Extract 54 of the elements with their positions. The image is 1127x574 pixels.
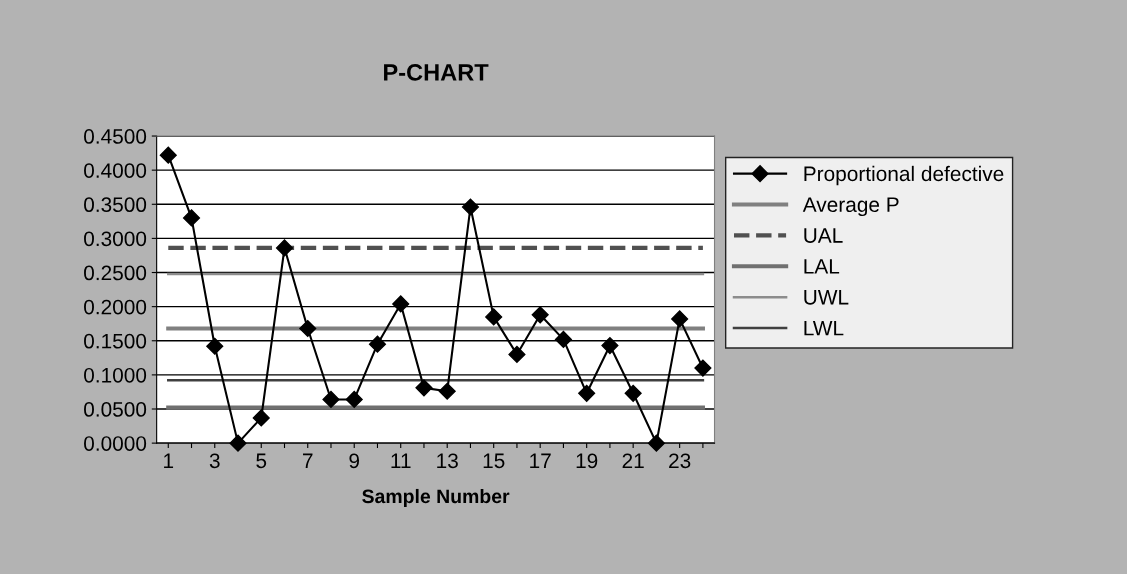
y-tick-label: 0.1000 — [84, 367, 147, 383]
point — [531, 306, 549, 324]
y-tick-label: 0.3500 — [84, 197, 147, 213]
x-tick-label: 3 — [209, 453, 220, 469]
legend-label: LAL — [804, 259, 840, 274]
y-tick-label: 0.2500 — [84, 265, 147, 281]
y-tick-label: 0.1500 — [84, 333, 147, 349]
y-tick-label: 0.4500 — [84, 129, 147, 144]
y-tick-label: 0.4000 — [84, 163, 147, 178]
y-tick-label: 0.2000 — [84, 299, 147, 315]
x-tick-label: 11 — [391, 453, 411, 468]
point — [671, 310, 689, 328]
y-tick-label: 0.3000 — [84, 231, 147, 247]
x-tick-label: 13 — [437, 453, 458, 469]
x-tick-label: 9 — [349, 453, 360, 469]
x-tick-label: 15 — [483, 453, 505, 469]
x-axis-title: Sample Number — [362, 488, 510, 508]
legend-label: Proportional defective — [804, 165, 1004, 186]
point — [485, 308, 503, 326]
point — [252, 409, 270, 427]
point — [345, 390, 363, 409]
x-tick-label: 1 — [164, 453, 174, 468]
point — [438, 382, 456, 400]
point — [415, 379, 433, 397]
legend-label: Average P — [802, 197, 899, 217]
x-tick-label: 7 — [303, 453, 313, 468]
point — [322, 390, 340, 409]
x-tick-label: 5 — [256, 453, 267, 469]
point — [508, 345, 526, 363]
y-tick-label: 0.0000 — [84, 436, 147, 451]
x-tick-label: 23 — [669, 453, 691, 469]
point — [299, 319, 317, 338]
legend-label: UWL — [804, 290, 849, 305]
chart-title: P-CHART — [384, 64, 489, 81]
point — [554, 330, 572, 348]
legend-label: UAL — [804, 228, 843, 243]
x-tick-label: 21 — [622, 453, 644, 468]
point — [647, 434, 665, 452]
point — [601, 336, 619, 355]
x-tick-label: 17 — [530, 453, 551, 468]
point — [578, 384, 596, 402]
point — [206, 337, 224, 355]
point — [694, 359, 712, 377]
y-tick-label: 0.0500 — [84, 402, 147, 417]
point — [229, 434, 247, 452]
point — [368, 335, 387, 353]
point — [182, 209, 201, 227]
x-tick-label: 19 — [576, 453, 598, 469]
point — [275, 239, 294, 257]
point — [461, 198, 480, 216]
point — [624, 384, 642, 402]
point — [159, 146, 177, 164]
point — [392, 295, 410, 313]
legend-label: LWL — [804, 320, 844, 336]
